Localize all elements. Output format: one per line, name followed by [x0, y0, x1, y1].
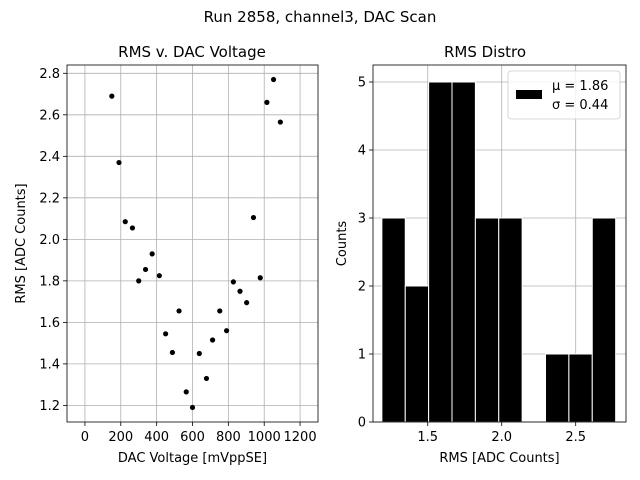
scatter-x-tick-label: 1000 — [248, 430, 281, 445]
scatter-point — [203, 375, 210, 382]
scatter-point — [277, 119, 283, 125]
scatter-y-tick-label: 2.4 — [39, 150, 60, 165]
legend-swatch — [516, 90, 542, 99]
histogram-panel: RMS Distro 1.5 2.0 2.5 0 1 2 3 4 5 RMS [ADC Coun… — [335, 43, 627, 466]
scatter-point — [189, 404, 196, 411]
scatter-point — [196, 350, 202, 357]
scatter-x-axis-label: DAC Voltage [mVppSE] — [118, 451, 267, 466]
scatter-point — [176, 308, 182, 314]
histogram-bar — [428, 81, 453, 423]
scatter-point — [223, 328, 230, 334]
scatter-point — [237, 288, 243, 294]
scatter-point — [250, 214, 257, 221]
scatter-y-tick-label: 2.2 — [39, 191, 60, 206]
scatter-y-tick-label: 1.8 — [39, 274, 60, 289]
scatter-x-tick-label: 200 — [108, 430, 133, 445]
histogram-bar — [381, 217, 406, 423]
scatter-point — [183, 389, 189, 395]
histogram-bar — [474, 217, 500, 423]
scatter-y-tick-label: 2.0 — [39, 233, 60, 248]
histogram-y-tick-label: 2 — [358, 280, 366, 295]
scatter-point — [217, 308, 223, 314]
scatter-point — [209, 337, 216, 343]
histogram-y-axis-label: Counts — [335, 221, 350, 267]
histogram-bar — [451, 81, 476, 423]
histogram-y-tick-label: 4 — [358, 144, 366, 159]
histogram-y-tick-label: 0 — [358, 416, 366, 431]
legend-sigma-text: σ = 0.44 — [552, 98, 608, 113]
scatter-x-tick-label: 400 — [144, 430, 169, 445]
histogram-y-tick-label: 3 — [358, 212, 366, 227]
scatter-point — [169, 349, 176, 356]
legend-mean-text: μ = 1.86 — [552, 79, 608, 94]
scatter-y-tick-label: 1.6 — [39, 316, 60, 331]
histogram-bar — [404, 285, 430, 423]
histogram-y-tick-label: 1 — [358, 348, 366, 363]
histogram-bar — [498, 217, 523, 423]
histogram-bar — [545, 353, 570, 423]
scatter-point — [257, 275, 263, 281]
scatter-point — [116, 159, 122, 166]
histogram-plot-frame — [372, 64, 627, 423]
scatter-y-tick-label: 1.4 — [39, 357, 60, 372]
legend-box — [507, 70, 621, 120]
histogram-x-tick-label: 2.5 — [565, 430, 586, 445]
scatter-point — [264, 99, 270, 105]
scatter-point — [129, 225, 136, 231]
scatter-y-tick-label: 2.8 — [39, 67, 60, 82]
scatter-point — [163, 331, 169, 337]
scatter-x-tick-label: 0 — [81, 430, 89, 445]
scatter-point — [149, 251, 155, 257]
scatter-point — [136, 278, 142, 284]
histogram-x-tick-label: 1.5 — [417, 430, 438, 445]
scatter-ticks: 0 200 400 600 800 1000 1200 1.2 1.4 1.6 1.8 2.0 2.2 2… — [39, 67, 316, 445]
scatter-x-tick-label: 1200 — [284, 430, 317, 445]
scatter-panel: RMS v. DAC Voltage 0 200 400 600 800 1000 1200… — [14, 43, 319, 466]
histogram-x-axis-label: RMS [ADC Counts] — [439, 451, 559, 466]
scatter-points — [109, 76, 283, 411]
histogram-bar — [568, 353, 593, 423]
histogram-y-tick-label: 5 — [358, 76, 366, 91]
figure-suptitle: Run 2858, channel3, DAC Scan — [204, 8, 437, 26]
histogram-legend: μ = 1.86 σ = 0.44 — [507, 70, 621, 120]
histogram-bars — [381, 81, 617, 423]
scatter-point — [142, 266, 149, 273]
scatter-point — [156, 273, 162, 279]
scatter-point — [244, 300, 250, 306]
scatter-point — [230, 279, 236, 285]
scatter-point — [122, 219, 128, 225]
scatter-y-tick-label: 2.6 — [39, 108, 60, 123]
histogram-title: RMS Distro — [444, 43, 526, 61]
histogram-bar — [591, 217, 617, 423]
scatter-grid — [67, 65, 318, 422]
histogram-ticks: 1.5 2.0 2.5 0 1 2 3 4 5 — [358, 76, 586, 446]
scatter-point — [109, 93, 115, 99]
scatter-title: RMS v. DAC Voltage — [118, 43, 266, 61]
scatter-point — [270, 76, 277, 83]
scatter-y-axis-label: RMS [ADC Counts] — [14, 183, 29, 303]
scatter-x-tick-label: 800 — [216, 430, 241, 445]
scatter-y-tick-label: 1.2 — [39, 399, 60, 414]
histogram-x-tick-label: 2.0 — [491, 430, 512, 445]
scatter-x-tick-label: 600 — [180, 430, 205, 445]
